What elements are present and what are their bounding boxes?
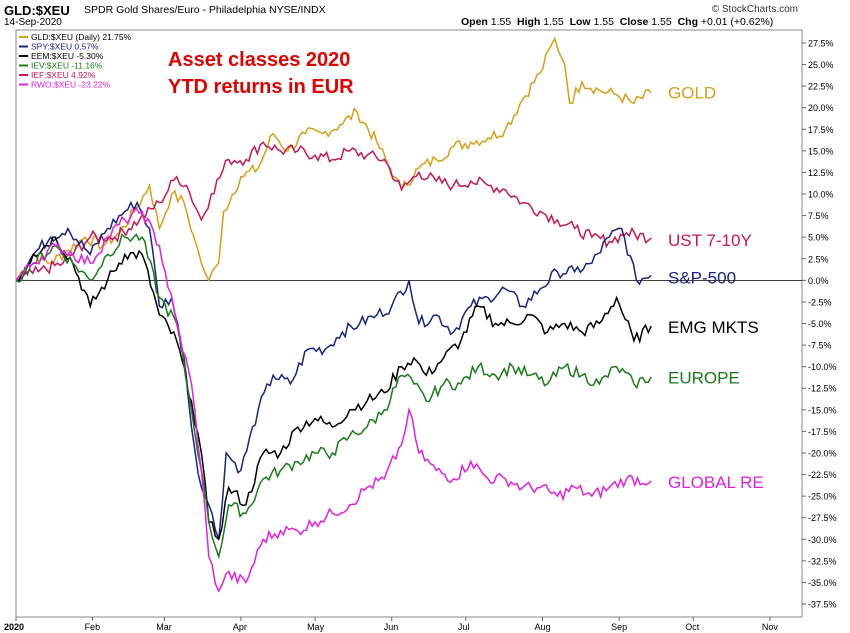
symbol-label: GLD:$XEU bbox=[4, 3, 70, 18]
x-tick-label: Nov bbox=[762, 622, 779, 632]
y-tick-label: -25.0% bbox=[808, 492, 837, 502]
series-end-label: GLOBAL RE bbox=[668, 473, 764, 492]
y-tick-label: 2.5% bbox=[808, 254, 829, 264]
x-tick-label: Mar bbox=[156, 622, 172, 632]
y-tick-label: 25.0% bbox=[808, 60, 834, 70]
y-tick-label: -22.5% bbox=[808, 470, 837, 480]
chart-title-line: Asset classes 2020 bbox=[168, 49, 350, 71]
y-tick-label: -30.0% bbox=[808, 535, 837, 545]
y-tick-label: 27.5% bbox=[808, 38, 834, 48]
chart-header: GLD:$XEU SPDR Gold Shares/Euro - Philade… bbox=[0, 0, 850, 30]
series-end-label: EUROPE bbox=[668, 369, 740, 388]
y-tick-label: -32.5% bbox=[808, 556, 837, 566]
y-tick-label: 5.0% bbox=[808, 233, 829, 243]
y-tick-label: 17.5% bbox=[808, 125, 834, 135]
x-tick-label: Apr bbox=[233, 622, 247, 632]
copyright-link[interactable]: © StockCharts.com bbox=[711, 4, 798, 15]
x-tick-label: Feb bbox=[85, 622, 101, 632]
y-tick-label: -20.0% bbox=[808, 448, 837, 458]
x-tick-label: 2020 bbox=[4, 622, 24, 632]
y-tick-label: 0.0% bbox=[808, 276, 829, 286]
y-tick-label: -5.0% bbox=[808, 319, 832, 329]
legend-entry: SPY:$XEU 0.57% bbox=[31, 42, 99, 52]
series-end-label: EMG MKTS bbox=[668, 318, 759, 337]
series-line-europe bbox=[15, 233, 652, 560]
x-tick-label: Jun bbox=[384, 622, 399, 632]
series-line-global-re bbox=[15, 207, 652, 593]
series-line-emg-mkts bbox=[16, 236, 652, 541]
y-tick-label: 20.0% bbox=[808, 103, 834, 113]
symbol-description: SPDR Gold Shares/Euro - Philadelphia NYS… bbox=[84, 4, 326, 16]
x-tick-label: Sep bbox=[611, 622, 627, 632]
legend-entry: RWO:$XEU -23.22% bbox=[31, 80, 111, 90]
y-tick-label: -10.0% bbox=[808, 362, 837, 372]
y-tick-label: 7.5% bbox=[808, 211, 829, 221]
chart-date: 14-Sep-2020 bbox=[4, 17, 62, 28]
quote-readout: Open 1.55 High 1.55 Low 1.55 Close 1.55 … bbox=[461, 16, 774, 28]
legend-entry: IEV:$XEU -11.16% bbox=[31, 61, 103, 71]
series-end-label: UST 7-10Y bbox=[668, 231, 752, 250]
y-tick-label: -17.5% bbox=[808, 427, 837, 437]
legend-entry: EEM:$XEU -5.30% bbox=[31, 51, 104, 61]
x-tick-label: May bbox=[307, 622, 325, 632]
legend-entry: IEF:$XEU 4.92% bbox=[31, 70, 96, 80]
y-tick-label: 22.5% bbox=[808, 82, 834, 92]
y-tick-label: -2.5% bbox=[808, 297, 832, 307]
y-tick-label: 15.0% bbox=[808, 146, 834, 156]
x-tick-label: Aug bbox=[534, 622, 550, 632]
series-end-label: S&P-500 bbox=[668, 268, 736, 287]
y-tick-label: -37.5% bbox=[808, 600, 837, 610]
series-line-ust-7-10y bbox=[16, 141, 652, 282]
series-line-s-p-500 bbox=[15, 200, 652, 540]
x-tick-label: Oct bbox=[685, 622, 700, 632]
x-tick-label: Jul bbox=[458, 622, 470, 632]
y-tick-label: 10.0% bbox=[808, 190, 834, 200]
y-tick-label: -15.0% bbox=[808, 405, 837, 415]
y-tick-label: -35.0% bbox=[808, 578, 837, 588]
y-tick-label: 12.5% bbox=[808, 168, 834, 178]
y-tick-label: -12.5% bbox=[808, 384, 837, 394]
series-end-label: GOLD bbox=[668, 84, 716, 103]
chart-title-line: YTD returns in EUR bbox=[168, 76, 354, 98]
y-tick-label: -27.5% bbox=[808, 513, 837, 523]
y-tick-label: -7.5% bbox=[808, 341, 832, 351]
legend-entry: GLD:$XEU (Daily) 21.75% bbox=[31, 32, 132, 42]
